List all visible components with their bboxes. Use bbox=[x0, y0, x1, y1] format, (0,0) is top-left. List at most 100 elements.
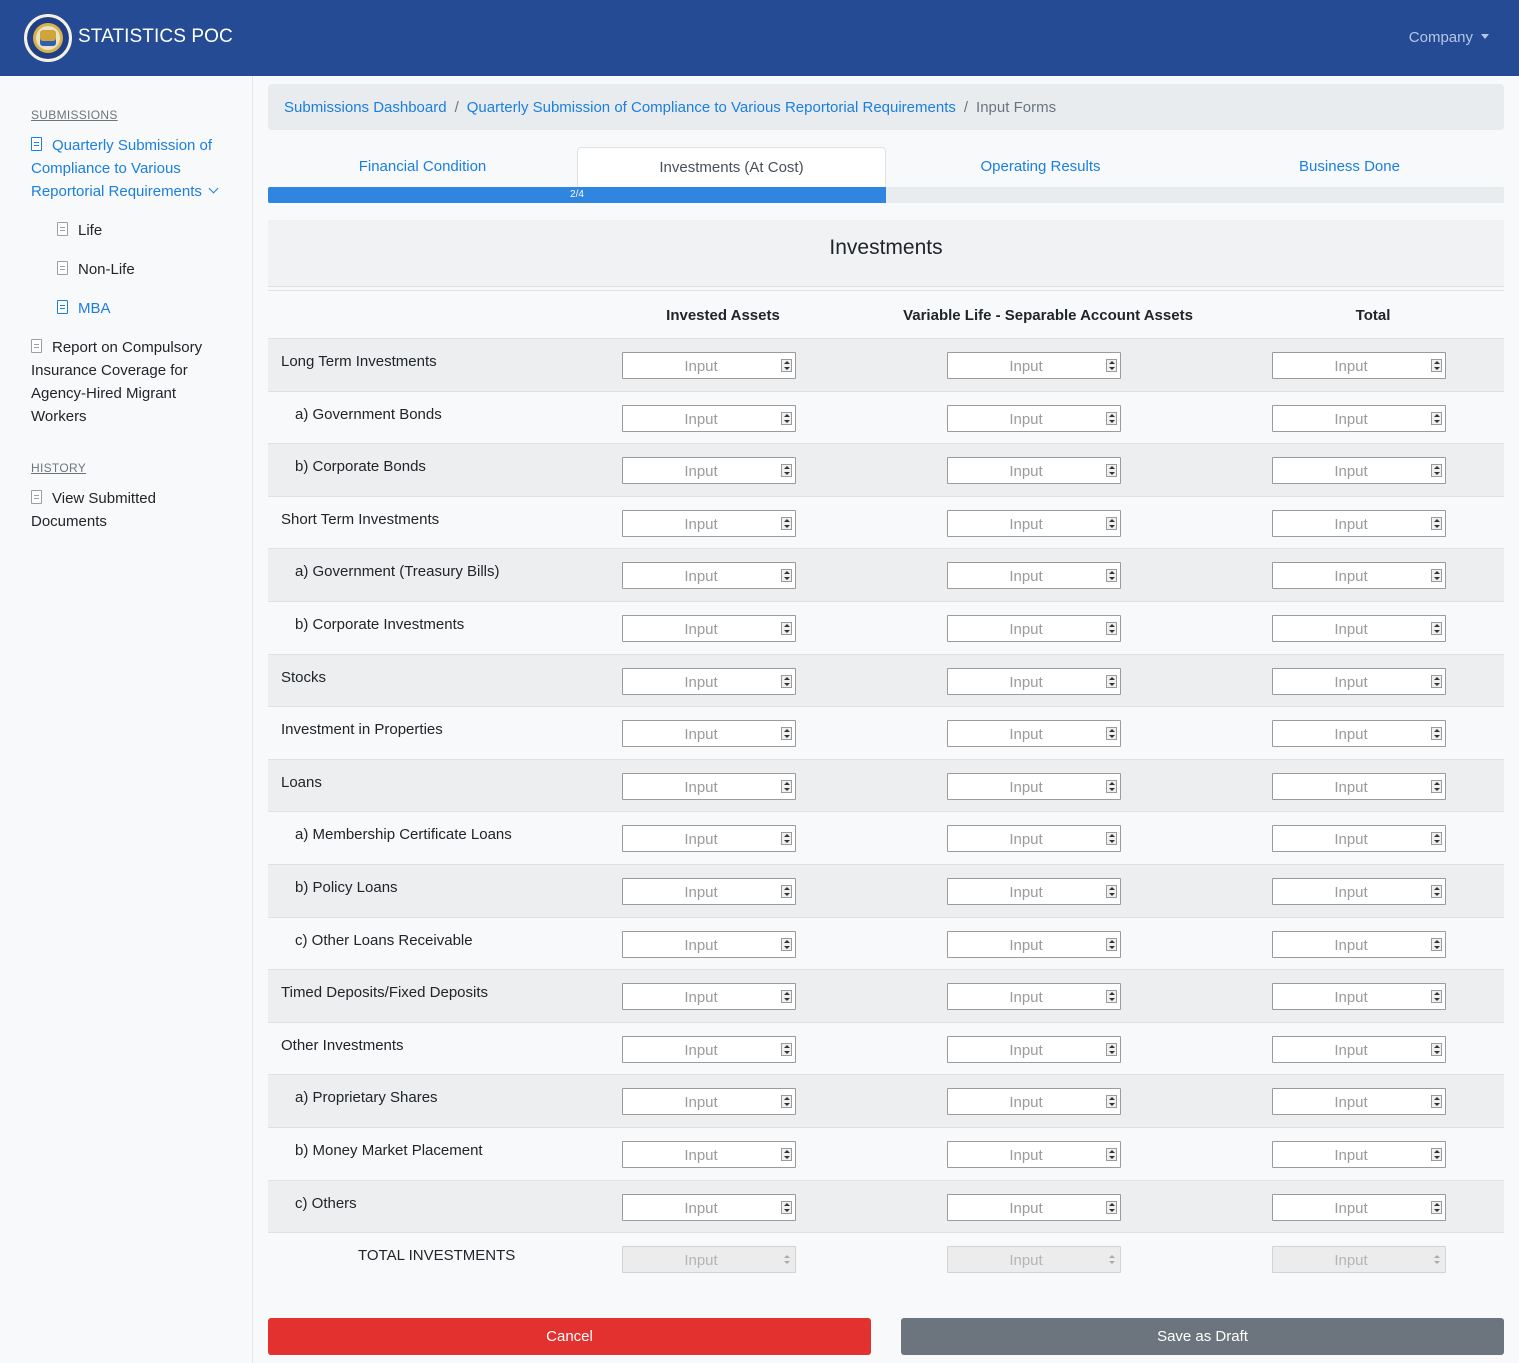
spinner-icon[interactable] bbox=[1106, 779, 1117, 793]
spinner-icon[interactable] bbox=[781, 1042, 792, 1056]
number-input-field[interactable]: Input bbox=[947, 720, 1121, 748]
spinner-icon[interactable] bbox=[1431, 832, 1442, 846]
spinner-icon[interactable] bbox=[1431, 674, 1442, 688]
spinner-icon[interactable] bbox=[1106, 674, 1117, 688]
number-input-field[interactable]: Input bbox=[947, 667, 1121, 695]
number-input-field[interactable]: Input bbox=[622, 825, 796, 853]
number-input-field[interactable]: Input bbox=[947, 825, 1121, 853]
spinner-icon[interactable] bbox=[1106, 1147, 1117, 1161]
spinner-icon[interactable] bbox=[781, 884, 792, 898]
number-input-field[interactable]: Input bbox=[947, 457, 1121, 485]
spinner-icon[interactable] bbox=[1106, 1042, 1117, 1056]
number-input-field[interactable]: Input bbox=[947, 1193, 1121, 1221]
number-input-field[interactable]: Input bbox=[622, 1035, 796, 1063]
spinner-icon[interactable] bbox=[781, 674, 792, 688]
spinner-icon[interactable] bbox=[1106, 411, 1117, 425]
number-input-field[interactable]: Input bbox=[622, 457, 796, 485]
spinner-icon[interactable] bbox=[1431, 1042, 1442, 1056]
spinner-icon[interactable] bbox=[781, 359, 792, 372]
spinner-icon[interactable] bbox=[1106, 1095, 1117, 1109]
spinner-icon[interactable] bbox=[1106, 516, 1117, 530]
spinner-icon[interactable] bbox=[1431, 1147, 1442, 1161]
number-input-field[interactable]: Input bbox=[622, 404, 796, 432]
number-input-field[interactable]: Input bbox=[622, 720, 796, 748]
number-input-field[interactable]: Input bbox=[622, 1088, 796, 1116]
number-input-field[interactable]: Input bbox=[1272, 720, 1446, 748]
number-input-field[interactable]: Input bbox=[1272, 1035, 1446, 1063]
spinner-icon[interactable] bbox=[781, 779, 792, 793]
tab-operating-results[interactable]: Operating Results bbox=[980, 158, 1101, 175]
spinner-icon[interactable] bbox=[1106, 727, 1117, 741]
spinner-icon[interactable] bbox=[781, 621, 792, 635]
tab-business-done[interactable]: Business Done bbox=[1299, 158, 1400, 175]
number-input-field[interactable]: Input bbox=[1272, 509, 1446, 537]
spinner-icon[interactable] bbox=[1106, 1200, 1117, 1214]
breadcrumb-link-quarterly[interactable]: Quarterly Submission of Compliance to Va… bbox=[466, 99, 956, 116]
spinner-icon[interactable] bbox=[781, 411, 792, 425]
spinner-icon[interactable] bbox=[1431, 779, 1442, 793]
number-input-field[interactable]: Input bbox=[947, 404, 1121, 432]
spinner-icon[interactable] bbox=[1106, 621, 1117, 635]
spinner-icon[interactable] bbox=[1431, 937, 1442, 951]
brand-title[interactable]: STATISTICS POC bbox=[78, 26, 233, 47]
breadcrumb-link-dashboard[interactable]: Submissions Dashboard bbox=[284, 99, 447, 116]
spinner-icon[interactable] bbox=[781, 516, 792, 530]
spinner-icon[interactable] bbox=[1431, 990, 1442, 1004]
number-input-field[interactable]: Input bbox=[947, 352, 1121, 379]
sidebar-item-view-submitted[interactable]: View Submitted Documents bbox=[31, 487, 241, 533]
number-input-field[interactable]: Input bbox=[1272, 352, 1446, 379]
tab-investments[interactable]: Investments (At Cost) bbox=[577, 147, 886, 187]
number-input-field[interactable]: Input bbox=[947, 509, 1121, 537]
spinner-icon[interactable] bbox=[1106, 832, 1117, 846]
number-input-field[interactable]: Input bbox=[947, 562, 1121, 590]
spinner-icon[interactable] bbox=[1106, 464, 1117, 478]
spinner-icon[interactable] bbox=[781, 1147, 792, 1161]
spinner-icon[interactable] bbox=[1431, 727, 1442, 741]
sidebar-item-quarterly-submission[interactable]: Quarterly Submission of Compliance to Va… bbox=[31, 134, 241, 203]
number-input-field[interactable]: Input bbox=[947, 983, 1121, 1011]
number-input-field[interactable]: Input bbox=[622, 352, 796, 379]
spinner-icon[interactable] bbox=[1431, 359, 1442, 372]
number-input-field[interactable]: Input bbox=[947, 1088, 1121, 1116]
number-input-field[interactable]: Input bbox=[1272, 614, 1446, 642]
spinner-icon[interactable] bbox=[1431, 411, 1442, 425]
sidebar-item-report-compulsory-insurance[interactable]: Report on Compulsory Insurance Coverage … bbox=[31, 336, 241, 428]
number-input-field[interactable]: Input bbox=[1272, 1140, 1446, 1168]
number-input-field[interactable]: Input bbox=[947, 1140, 1121, 1168]
number-input-field[interactable]: Input bbox=[947, 930, 1121, 958]
number-input-field[interactable]: Input bbox=[1272, 667, 1446, 695]
number-input-field[interactable]: Input bbox=[947, 1035, 1121, 1063]
number-input-field[interactable]: Input bbox=[622, 1140, 796, 1168]
sidebar-item-non-life[interactable]: Non-Life bbox=[57, 258, 135, 281]
number-input-field[interactable]: Input bbox=[1272, 457, 1446, 485]
spinner-icon[interactable] bbox=[1106, 990, 1117, 1004]
sidebar-item-life[interactable]: Life bbox=[57, 219, 102, 242]
spinner-icon[interactable] bbox=[781, 727, 792, 741]
spinner-icon[interactable] bbox=[1431, 884, 1442, 898]
number-input-field[interactable]: Input bbox=[622, 562, 796, 590]
spinner-icon[interactable] bbox=[1106, 884, 1117, 898]
number-input-field[interactable]: Input bbox=[1272, 772, 1446, 800]
spinner-icon[interactable] bbox=[1106, 569, 1117, 583]
number-input-field[interactable]: Input bbox=[1272, 562, 1446, 590]
number-input-field[interactable]: Input bbox=[622, 983, 796, 1011]
number-input-field[interactable]: Input bbox=[947, 772, 1121, 800]
spinner-icon[interactable] bbox=[781, 990, 792, 1004]
number-input-field[interactable]: Input bbox=[622, 930, 796, 958]
spinner-icon[interactable] bbox=[781, 569, 792, 583]
spinner-icon[interactable] bbox=[1431, 1095, 1442, 1109]
number-input-field[interactable]: Input bbox=[622, 509, 796, 537]
save-draft-button[interactable]: Save as Draft bbox=[901, 1318, 1504, 1355]
spinner-icon[interactable] bbox=[781, 464, 792, 478]
spinner-icon[interactable] bbox=[1106, 937, 1117, 951]
tab-financial-condition[interactable]: Financial Condition bbox=[358, 158, 487, 175]
number-input-field[interactable]: Input bbox=[1272, 877, 1446, 905]
number-input-field[interactable]: Input bbox=[622, 877, 796, 905]
number-input-field[interactable]: Input bbox=[1272, 930, 1446, 958]
spinner-icon[interactable] bbox=[1431, 621, 1442, 635]
spinner-icon[interactable] bbox=[1106, 359, 1117, 372]
number-input-field[interactable]: Input bbox=[1272, 404, 1446, 432]
number-input-field[interactable]: Input bbox=[1272, 825, 1446, 853]
spinner-icon[interactable] bbox=[781, 1200, 792, 1214]
spinner-icon[interactable] bbox=[1431, 516, 1442, 530]
